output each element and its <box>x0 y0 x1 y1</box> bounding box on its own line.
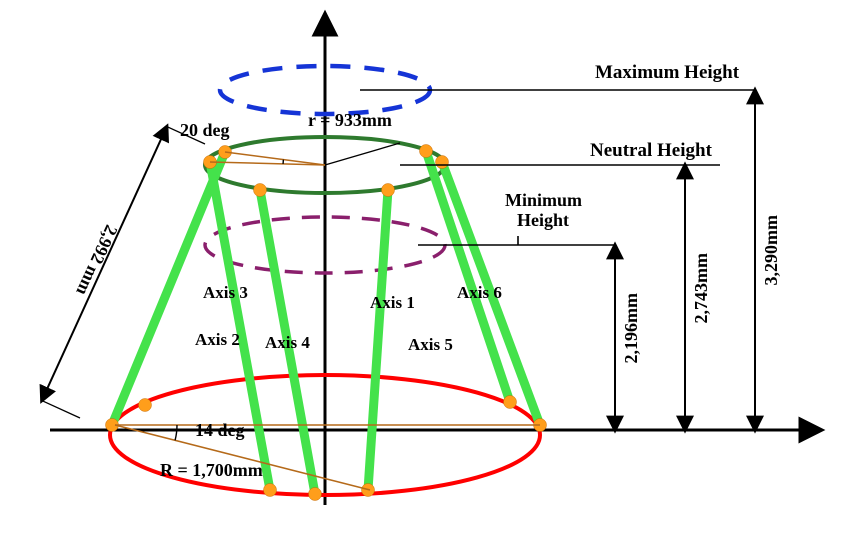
legdim-ext2 <box>42 401 80 418</box>
label-neutral-height: Neutral Height <box>590 140 712 162</box>
axis-label-axis2: Axis 2 <box>195 330 240 350</box>
axis-label-axis4: Axis 4 <box>265 333 310 353</box>
axis-label-axis5: Axis 5 <box>408 335 453 355</box>
angle-bottom-arc <box>175 425 177 440</box>
joint-3 <box>309 488 322 501</box>
leg-6 <box>426 151 510 402</box>
label-max-height: Maximum Height <box>595 62 739 84</box>
joint-0 <box>139 399 152 412</box>
joint-2 <box>264 484 277 497</box>
label-min-height-2: Height <box>517 210 569 231</box>
joint-11 <box>436 156 449 169</box>
axis-label-axis1: Axis 1 <box>370 293 415 313</box>
joint-6 <box>504 396 517 409</box>
dim-min-label: 2,196mm <box>621 293 642 364</box>
axis-label-axis3: Axis 3 <box>203 283 248 303</box>
label-r-top: r = 933mm <box>308 110 392 131</box>
legdim-label: 2,992 mm <box>72 222 121 299</box>
leg-4 <box>368 190 388 490</box>
label-min-height-1: Minimum <box>505 190 582 211</box>
label-angle-top: 20 deg <box>180 120 230 141</box>
label-angle-bottom: 14 deg <box>195 420 245 441</box>
joint-9 <box>254 184 267 197</box>
r-leader <box>325 143 400 165</box>
dim-neutral-label: 2,743mm <box>691 253 712 324</box>
joint-12 <box>420 145 433 158</box>
joint-10 <box>382 184 395 197</box>
dim-max-label: 3,290mm <box>761 215 782 286</box>
axis-label-axis6: Axis 6 <box>457 283 502 303</box>
label-r-bottom: R = 1,700mm <box>160 460 263 481</box>
